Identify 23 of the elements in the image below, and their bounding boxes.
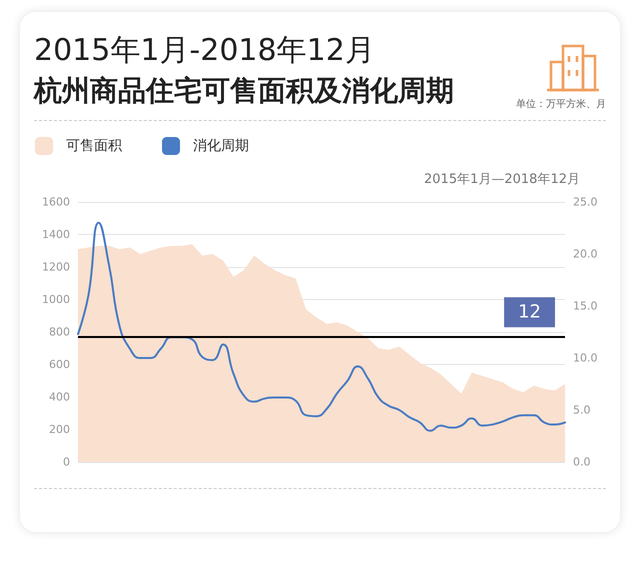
legend-label: 消化周期 xyxy=(193,138,249,154)
y-tick-label: 200 xyxy=(49,423,70,436)
chart-subtitle: 杭州商品住宅可售面积及消化周期 xyxy=(34,73,454,109)
y-tick-label: 1600 xyxy=(42,196,70,208)
y-tick-label: 600 xyxy=(49,358,70,371)
y-tick-label: 1200 xyxy=(42,260,70,274)
y-tick-label: 400 xyxy=(49,390,70,404)
chart-title: 2015年1月-2018年12月 xyxy=(34,32,375,70)
y-tick-label: 800 xyxy=(49,326,70,338)
y-tick-label: 1400 xyxy=(42,228,70,241)
y2-tick-label: 15.0 xyxy=(573,300,598,312)
text: 2015年1月—2018年12月 xyxy=(424,171,580,188)
y2-tick-label: 0.0 xyxy=(573,456,590,468)
y2-tick-label: 10.0 xyxy=(573,352,598,364)
y-tick-label: 1000 xyxy=(42,293,70,306)
line-series xyxy=(77,222,566,432)
y2-tick-label: 5.0 xyxy=(573,404,590,416)
ref-line-label: 12 xyxy=(518,302,541,323)
y2-tick-label: 25.0 xyxy=(573,196,598,208)
text: 单位：万平方米、月 xyxy=(516,98,606,111)
legend-label: 可售面积 xyxy=(66,138,122,154)
y-tick-label: 0 xyxy=(63,456,70,468)
y2-tick-label: 20.0 xyxy=(573,248,598,260)
